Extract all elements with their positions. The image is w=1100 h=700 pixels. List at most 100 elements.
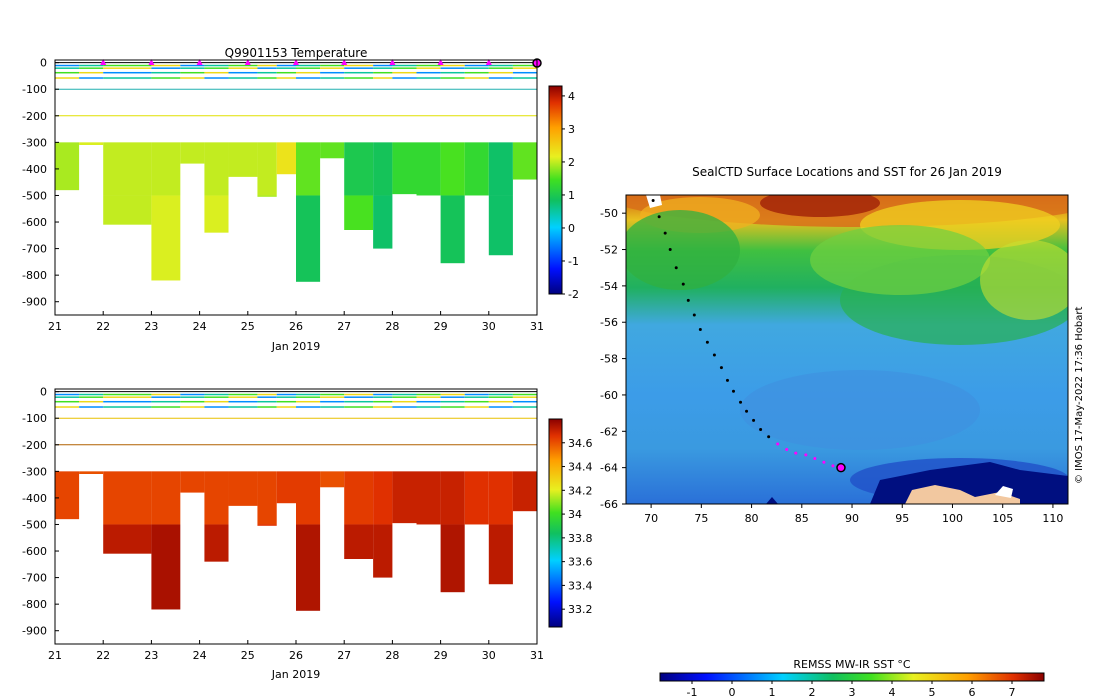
copyright-label: © IMOS 17-May-2022 17:36 Hobart: [1074, 307, 1085, 484]
surface-marker: [293, 59, 299, 65]
temperature-title: Q9901153 Temperature: [225, 46, 368, 60]
profile-cell-lower: [344, 195, 374, 230]
surface-streak: [55, 393, 80, 396]
surface-streak: [257, 67, 277, 69]
profile-cell-upper: [512, 142, 537, 180]
surface-streak: [512, 71, 537, 74]
surface-marker: [437, 59, 444, 65]
surface-streak: [512, 406, 537, 408]
surface-streak: [373, 64, 393, 67]
surface-streak: [257, 400, 277, 403]
surface-streak: [373, 400, 393, 403]
surface-streak: [416, 64, 441, 67]
surface-streak: [151, 67, 181, 69]
profile-cell-lower: [257, 195, 277, 197]
x-tick-label: 27: [337, 320, 351, 333]
surface-streak: [276, 67, 296, 69]
y-tick-label: -700: [22, 572, 47, 585]
profile-cell-upper: [180, 142, 205, 164]
surface-streak: [55, 67, 80, 69]
surface-streak: [204, 67, 229, 69]
colorbar-tick-label: 6: [969, 686, 976, 699]
colorbar-tick-label: 33.8: [568, 532, 593, 545]
surface-streak: [392, 64, 417, 67]
surface-streak: [320, 400, 345, 403]
surface-streak: [276, 64, 296, 67]
surface-streak: [257, 396, 277, 398]
y-tick-label: -64: [600, 462, 618, 475]
profile-cell-upper: [180, 471, 205, 493]
profile-cell-upper: [464, 471, 489, 525]
temperature-y-ticks: 0 -100 -200 -300 -400 -500 -600 -700 -800 -900: [22, 57, 59, 309]
surface-streak: [416, 71, 441, 74]
x-tick-label: 23: [144, 649, 158, 662]
surface-streak: [512, 64, 537, 67]
profile-cell-lower: [151, 524, 181, 610]
profile-cell-upper: [512, 471, 537, 512]
track-point: [804, 453, 808, 457]
y-tick-label: -100: [22, 412, 47, 425]
x-tick-label: 27: [337, 649, 351, 662]
surface-streak: [488, 400, 513, 403]
x-tick-label: 31: [530, 649, 544, 662]
profile-cell-lower: [103, 524, 152, 554]
profile-cell-upper: [257, 142, 277, 196]
salinity-y-ticks: 0 -100 -200 -300 -400 -500 -600 -700 -800 -900: [22, 386, 59, 638]
track-point: [674, 266, 678, 270]
sst-map-panel: SealCTD Surface Locations and SST for 26…: [600, 165, 1085, 699]
temperature-panel: Q9901153 Temperature 21 22 23 24 25 26 27 28 29 3…: [22, 46, 579, 353]
sst-colorbar-label: REMSS MW-IR SST °C: [793, 658, 911, 671]
surface-streak: [464, 77, 489, 79]
sst-field: [626, 195, 1068, 504]
colorbar-tick-label: 34: [568, 508, 582, 521]
surface-streak: [55, 64, 80, 67]
surface-streak: [79, 393, 104, 396]
x-tick-label: 29: [434, 649, 448, 662]
track-point: [739, 400, 743, 404]
surface-streak: [296, 396, 321, 398]
surface-streak: [488, 77, 513, 79]
surface-streak: [103, 71, 152, 74]
x-tick-label: 80: [745, 512, 759, 525]
surface-streak: [440, 400, 465, 403]
surface-streak: [344, 406, 374, 408]
surface-streak: [416, 393, 441, 396]
y-tick-label: -66: [600, 498, 618, 511]
track-point: [776, 442, 780, 446]
surface-streak: [257, 77, 277, 79]
surface-streak: [344, 64, 374, 67]
surface-streak: [440, 393, 465, 396]
surface-streak: [296, 393, 321, 396]
colorbar-tick-label: 33.2: [568, 603, 593, 616]
profile-cell-upper: [440, 142, 465, 196]
surface-streak: [180, 406, 205, 408]
surface-streak: [103, 406, 152, 408]
surface-streak: [373, 71, 393, 74]
surface-streak: [488, 393, 513, 396]
surface-streak: [151, 64, 181, 67]
colorbar-tick-label: 7: [1009, 686, 1016, 699]
surface-marker: [196, 59, 203, 65]
surface-marker: [244, 59, 251, 65]
colorbar-tick-label: 2: [568, 156, 575, 169]
profile-cell-lower: [151, 195, 181, 281]
y-tick-label: -100: [22, 83, 47, 96]
colorbar-tick-label: -1: [687, 686, 698, 699]
y-tick-label: -800: [22, 269, 47, 282]
track-point: [698, 328, 702, 332]
profile-cell-lower: [373, 524, 393, 578]
surface-streak: [512, 400, 537, 403]
surface-streak: [416, 77, 441, 79]
surface-streak: [296, 67, 321, 69]
surface-streak: [440, 71, 465, 74]
surface-streak: [296, 77, 321, 79]
profile-cell-upper: [373, 142, 393, 196]
surface-streak: [344, 67, 374, 69]
surface-streak: [257, 71, 277, 74]
surface-streak: [344, 71, 374, 74]
y-tick-label: -54: [600, 280, 618, 293]
surface-streak: [103, 64, 152, 67]
x-tick-label: 24: [193, 649, 207, 662]
surface-streak: [55, 396, 80, 398]
